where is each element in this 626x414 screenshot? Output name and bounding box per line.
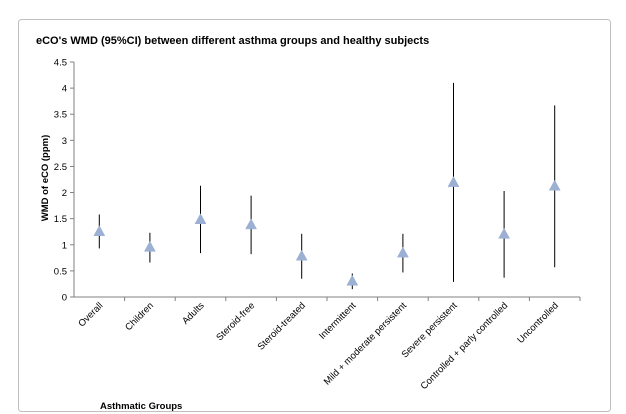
y-axis-label: WMD of eCO (ppm) — [40, 135, 51, 222]
y-tick-label: 0 — [62, 293, 67, 304]
data-point — [396, 246, 409, 258]
points — [93, 176, 561, 286]
data-point — [295, 249, 308, 261]
y-tick-label: 3.5 — [54, 110, 67, 121]
y-tick-label: 3 — [62, 136, 67, 147]
y-tick-label: 0.5 — [54, 266, 67, 277]
y-tick-label: 1 — [62, 240, 67, 251]
data-point — [194, 213, 207, 224]
x-axis-label: Asthmatic Groups — [100, 401, 182, 412]
y-ticks: 0 0.5 1 1.5 2 2.5 3 3.5 4 4.5 — [54, 58, 74, 304]
y-tick-label: 4 — [62, 84, 67, 95]
data-point — [143, 240, 156, 252]
y-tick-label: 2 — [62, 188, 67, 199]
data-point — [498, 227, 511, 239]
chart-title: eCO's WMD (95%CI) between different asth… — [36, 35, 429, 47]
data-point — [245, 218, 258, 230]
y-tick-label: 2.5 — [54, 162, 67, 173]
data-point — [346, 274, 359, 286]
data-point — [93, 225, 106, 236]
y-tick-label: 1.5 — [54, 214, 67, 225]
chart-border — [18, 19, 611, 412]
y-tick-label: 4.5 — [54, 58, 67, 69]
data-point — [548, 179, 561, 191]
data-point — [447, 176, 460, 187]
